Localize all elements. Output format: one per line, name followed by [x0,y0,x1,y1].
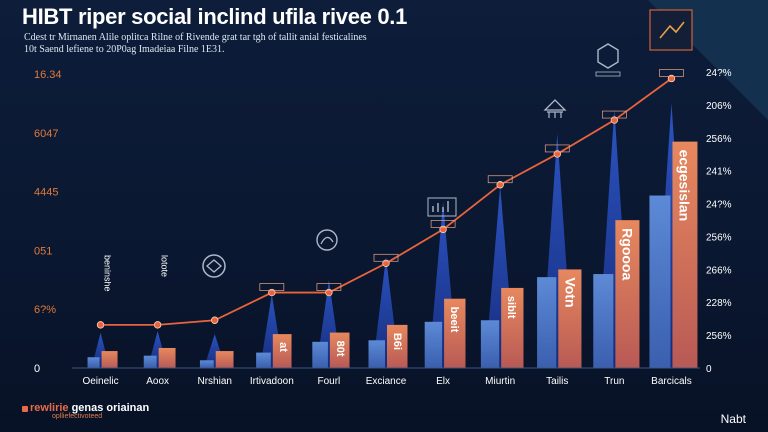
bar-blue [368,340,385,368]
trend-point-tag [316,283,342,291]
bar-orange [558,269,582,368]
right-tick-label: 206% [706,101,732,112]
right-tick-label: 256% [706,134,732,145]
globe-icon [202,254,226,278]
left-tick-label: 051 [34,245,52,257]
trend-point [268,288,276,297]
column-note: beninshe [103,255,113,292]
bar-orange [329,332,350,368]
category-label: Trun [604,376,624,387]
bar-orange [272,334,292,368]
chart-title: HIBT riper social inclind ufila rivee 0.… [22,4,408,29]
cube-badge-icon [595,43,621,77]
left-tick-label: 6047 [34,128,58,140]
left-tick-label: 4445 [34,187,58,199]
category-label: Nrshian [197,376,231,387]
bar-blue [480,320,500,368]
bar-blue [424,321,443,368]
trend-point [211,316,219,324]
right-tick-label: 24?% [706,200,732,211]
category-label: Elx [436,376,450,387]
category-label: Miurtin [485,376,515,387]
right-tick-label: 0 [706,364,712,375]
building-icon [543,99,567,118]
bar-orange [101,351,118,368]
trend-point [382,259,390,267]
bar-chart-icon [427,197,457,217]
head-profile-icon [316,229,338,251]
left-tick-label: 16.34 [34,69,62,81]
bar-value-label: 80t [334,341,346,357]
bar-value-label: at [277,342,289,352]
bar-value-label: ecgesislan [676,150,692,222]
category-label: Barcicals [651,376,692,387]
bar-orange [672,141,698,368]
category-label: Irtivadoon [250,376,294,387]
right-tick-label: 256% [706,331,732,342]
right-tick-label: 241% [706,167,732,178]
category-label: Exciance [366,376,407,387]
bar-orange [387,324,408,368]
left-axis: 16.34 6047 4445 051 6?% 0 [34,69,62,375]
right-tick-label: 228% [706,298,732,309]
bar-blue [312,341,328,368]
chart-subtitle: Cdest tr Mirnanen Alile oplitca Rilne of… [24,32,367,56]
bar-blue [256,352,271,368]
bar-orange [444,298,466,368]
subtitle-line-1: Cdest tr Mirnanen Alile oplitca Rilne of… [24,32,367,43]
trend-point-tag [373,253,399,262]
bar-series [72,141,700,369]
column-notes: beninshe lotote [103,255,170,292]
bar-orange [501,287,524,368]
column-note: lotote [160,255,170,277]
trend-point-tag [487,175,513,184]
left-tick-label: 6?% [34,304,56,316]
brand-logo-icon [22,406,28,412]
brand-tagline: oplliefectivoteed [52,413,103,420]
right-tick-label: 266% [706,265,732,276]
category-label: Fourl [318,376,341,387]
category-label: Tailis [546,376,568,387]
trend-point [325,288,333,297]
right-tick-label: 24?% [706,68,732,79]
trend-point [96,321,105,329]
right-axis: 24?% 206% 256% 241% 24?% 256% 266% 228% 256% 0 [706,68,732,375]
trend-point [153,321,162,329]
trend-point-tag [544,144,570,153]
bar-value-label: siblt [505,296,517,319]
brand-rest: genas oriainan [68,402,150,414]
brand-name: rewlirie [30,402,69,414]
bar-value-label: beeit [448,307,460,333]
category-label: Oeinelic [82,376,118,387]
brand: rewlirie genas oriainan oplliefectivotee… [30,402,149,420]
bar-blue [649,195,671,368]
x-axis: Oeinelic Aoox Nrshian Irtivadoon Fourl Excian… [82,376,691,387]
bar-value-label: Votn [562,277,578,307]
corner-label: Nabt [720,412,746,426]
bar-blue [143,355,157,368]
trend-point-tag [659,69,684,77]
bar-value-label: B6i [391,333,403,350]
bar-orange [158,347,176,368]
bar-orange [215,351,234,368]
bar-orange [615,220,640,368]
trend-point-tag [602,110,627,119]
right-tick-label: 256% [706,232,732,243]
trend-point-tag [259,283,285,291]
bar-blue [87,357,100,368]
bar-value-label: Rgoooa [619,228,635,280]
category-label: Aoox [146,376,169,387]
bar-labels: at 80t B6i beeit siblt Votn Rgoooa ecgesislan [277,150,693,357]
peak-badge-icon [649,9,693,51]
bar-blue [593,274,614,368]
marker-icons [202,9,693,278]
subtitle-line-2: 10t Saend lefiene to 20P0ag Imadeiaa Fil… [24,44,225,55]
bar-blue [537,277,557,368]
bar-blue [199,360,214,368]
left-tick-label: 0 [34,363,40,375]
trend-line [96,69,684,329]
trend-point-tag [430,220,456,228]
